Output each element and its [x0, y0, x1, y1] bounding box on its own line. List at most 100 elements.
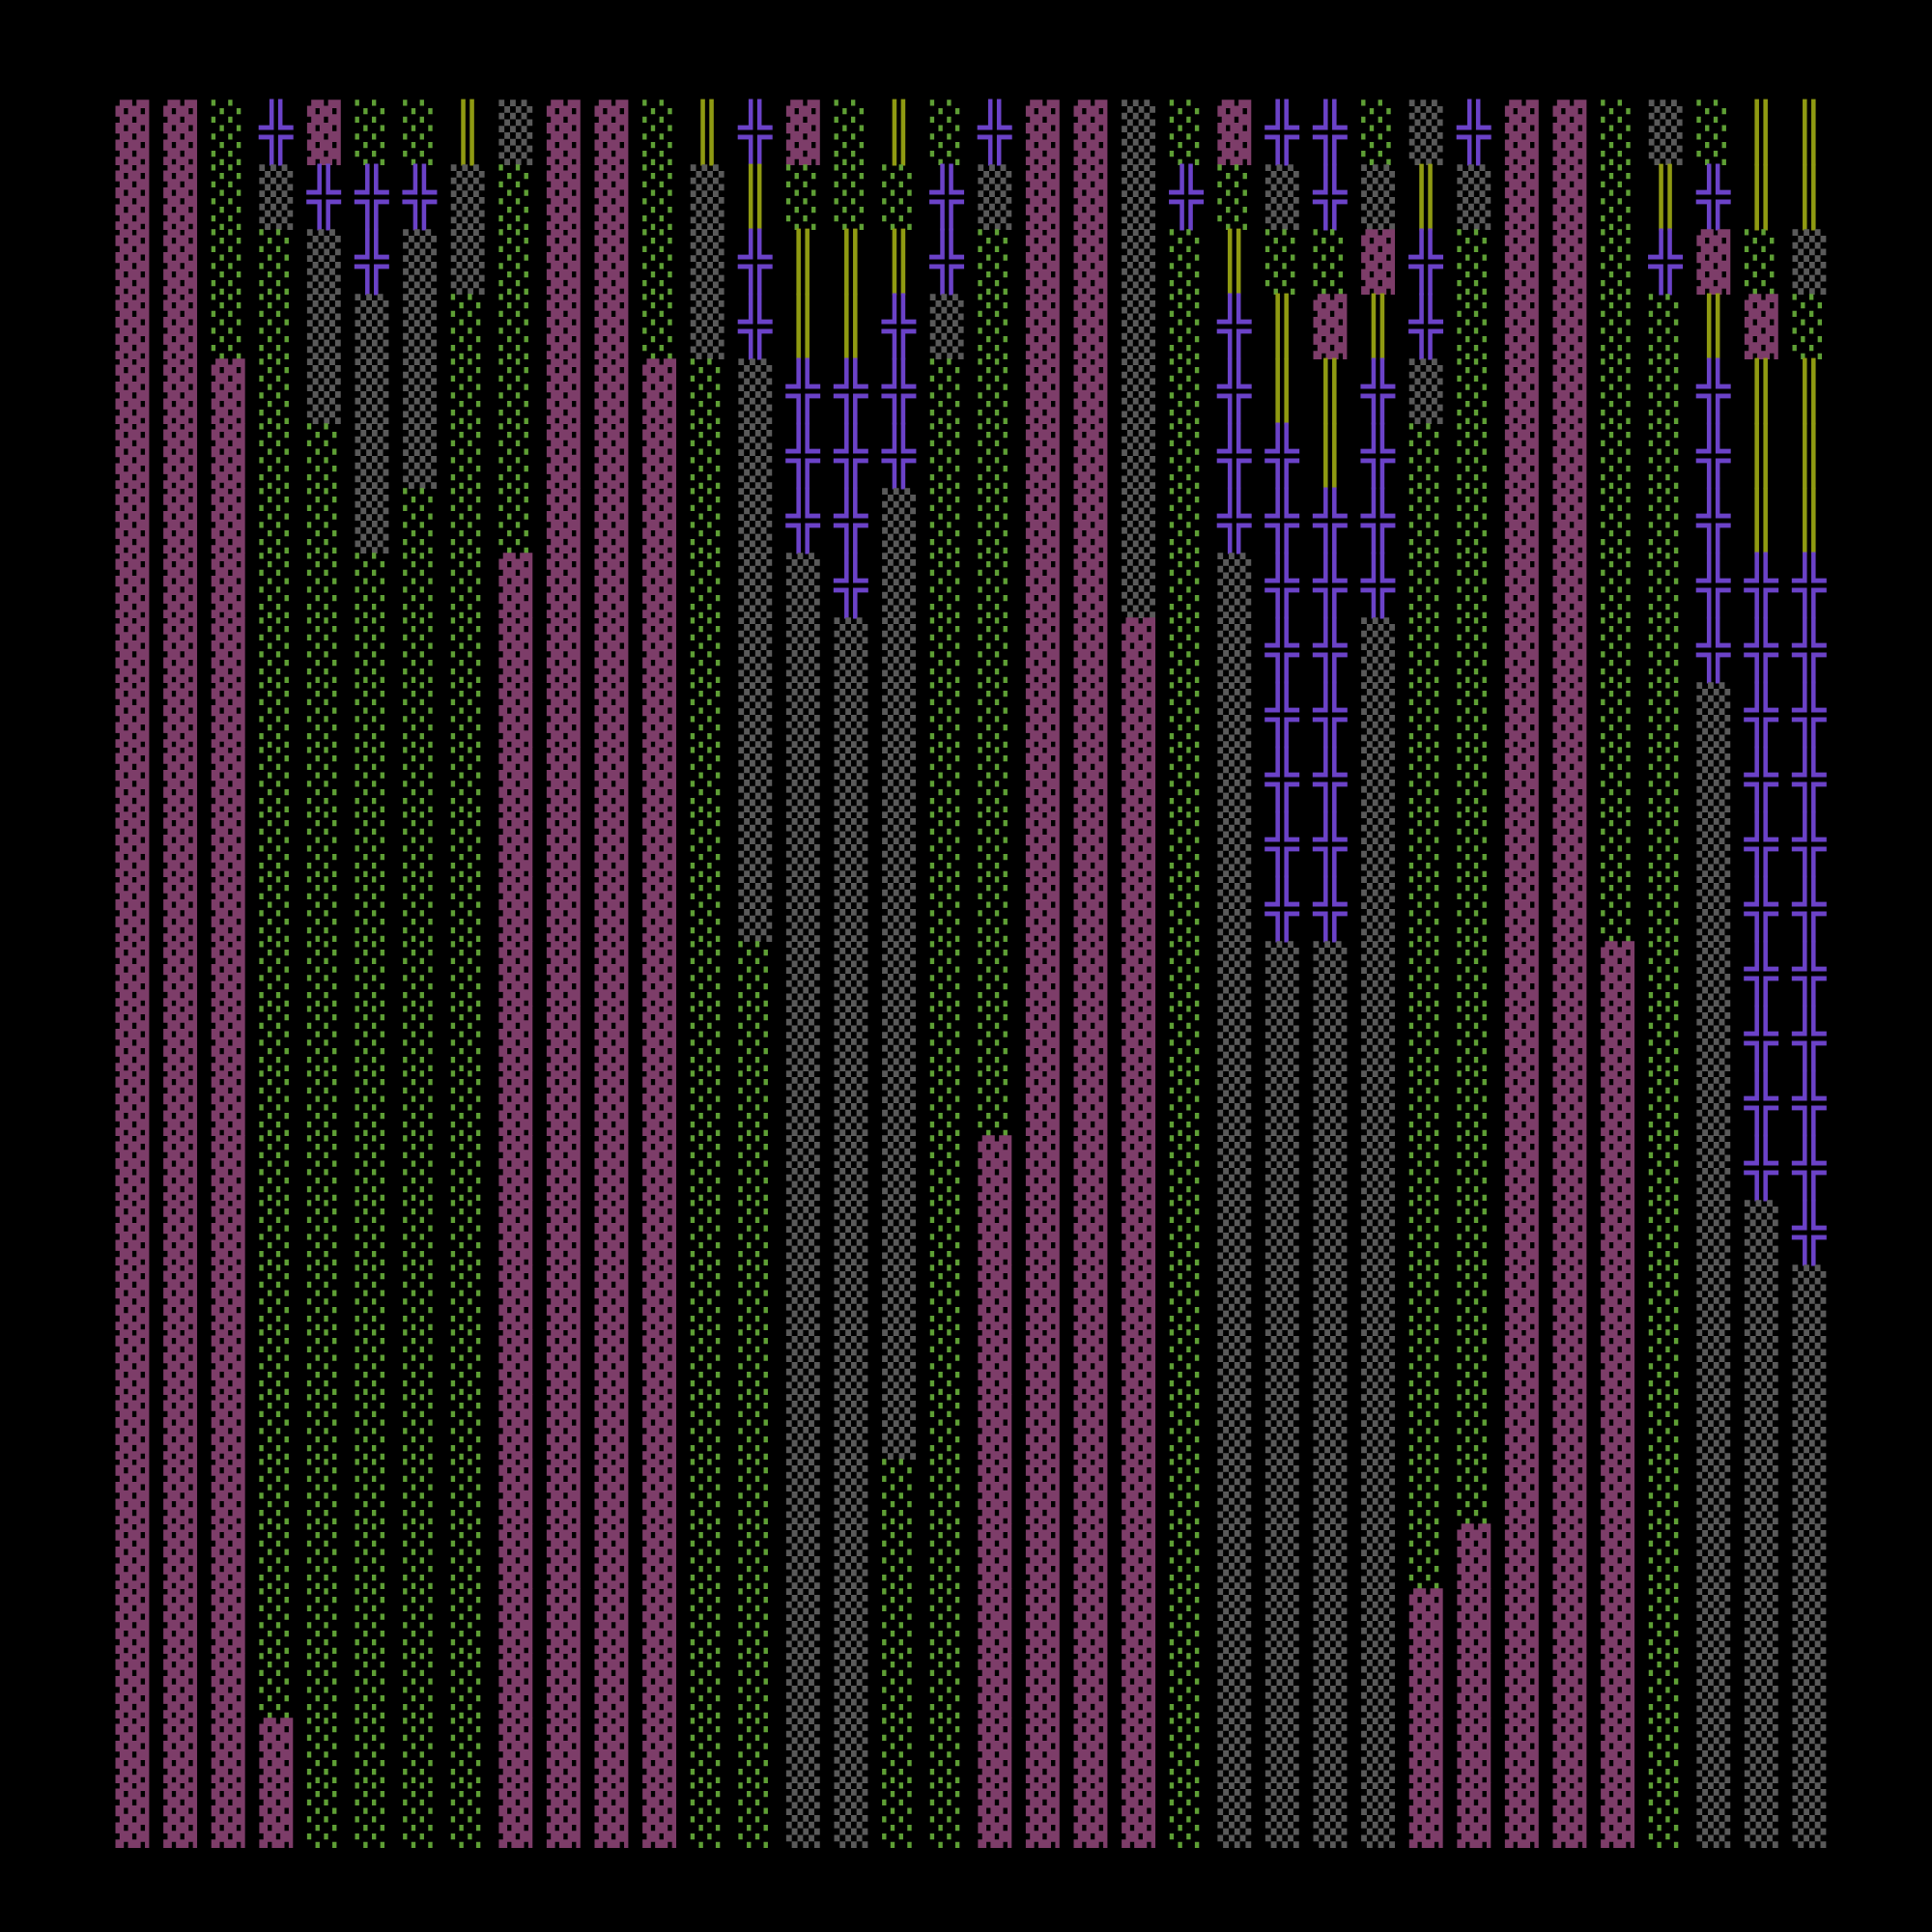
cell-glyph: ▓: [211, 1394, 245, 1460]
cell-glyph: ▒: [1361, 941, 1396, 1007]
cell-glyph: ▓: [1122, 1782, 1156, 1848]
cell-glyph: ▓: [115, 164, 150, 230]
cell-glyph: ▒: [1264, 1264, 1299, 1330]
cell-glyph: ▓: [1073, 294, 1108, 359]
cell-glyph: ▓: [498, 1718, 533, 1783]
cell-glyph: ░: [450, 811, 485, 877]
cell-glyph: ░: [498, 164, 533, 230]
cell-glyph: ▓: [163, 1264, 198, 1330]
cell-glyph: ▓: [498, 1070, 533, 1136]
cell-glyph: ▓: [1504, 876, 1539, 942]
cell-glyph: ▒: [1313, 1782, 1348, 1848]
cell-glyph: ▒: [1313, 1718, 1348, 1783]
cell-glyph: ▓: [1552, 1394, 1587, 1460]
cell-glyph: ░: [1648, 811, 1683, 877]
cell-glyph: ╬: [1744, 941, 1778, 1007]
cell-glyph: ▓: [211, 488, 245, 554]
cell-glyph: ░: [690, 1135, 724, 1201]
cell-glyph: ░: [259, 294, 294, 359]
cell-glyph: ▓: [1552, 164, 1587, 230]
cell-glyph: ▓: [546, 294, 581, 359]
cell-glyph: ░: [259, 1459, 294, 1524]
cell-glyph: ▓: [1073, 747, 1108, 812]
cell-glyph: ▒: [785, 1718, 820, 1783]
cell-glyph: ░: [1601, 488, 1635, 554]
cell-glyph: ▓: [1552, 682, 1587, 748]
cell-glyph: ▓: [1552, 941, 1587, 1007]
cell-glyph: ▓: [1504, 682, 1539, 748]
cell-glyph: ▒: [882, 747, 917, 812]
cell-glyph: ░: [403, 617, 438, 683]
cell-glyph: ▒: [355, 358, 389, 424]
cell-glyph: ░: [355, 682, 389, 748]
cell-glyph: ░: [259, 423, 294, 489]
cell-glyph: ▒: [738, 553, 773, 618]
cell-glyph: ▒: [1122, 423, 1156, 489]
cell-glyph: ░: [1601, 811, 1635, 877]
cell-glyph: ▓: [1122, 1200, 1156, 1265]
cell-glyph: ▒: [306, 229, 341, 295]
cell-glyph: ░: [1648, 1394, 1683, 1460]
cell-glyph: ░: [1648, 682, 1683, 748]
cell-glyph: ▓: [163, 1782, 198, 1848]
cell-glyph: ░: [1169, 229, 1204, 295]
cell-glyph: ░: [1408, 617, 1443, 683]
cell-glyph: ▒: [1361, 1523, 1396, 1589]
cell-glyph: ▓: [498, 1006, 533, 1071]
cell-glyph: ░: [355, 1329, 389, 1395]
cell-glyph: ░: [978, 811, 1012, 877]
cell-glyph: ░: [1648, 1523, 1683, 1589]
cell-glyph: ▒: [1744, 1459, 1778, 1524]
cell-glyph: ░: [1648, 747, 1683, 812]
cell-glyph: ▒: [785, 617, 820, 683]
cell-glyph: ▒: [1313, 1135, 1348, 1201]
cell-glyph: ╬: [1217, 358, 1252, 424]
cell-glyph: ░: [498, 294, 533, 359]
cell-glyph: ▒: [834, 1718, 868, 1783]
cell-glyph: ░: [1457, 876, 1492, 942]
cell-glyph: ▓: [498, 1135, 533, 1201]
cell-glyph: ▒: [738, 811, 773, 877]
cell-glyph: ╬: [1792, 747, 1827, 812]
cell-glyph: ░: [738, 1394, 773, 1460]
cell-glyph: ▓: [1552, 876, 1587, 942]
cell-glyph: ░: [355, 1135, 389, 1201]
cell-glyph: ║: [1792, 488, 1827, 554]
cell-glyph: ▓: [115, 488, 150, 554]
cell-glyph: ║: [1361, 294, 1396, 359]
cell-glyph: ▓: [1504, 617, 1539, 683]
cell-glyph: ▓: [1073, 941, 1108, 1007]
cell-glyph: ▒: [1264, 1135, 1299, 1201]
cell-glyph: ▓: [163, 941, 198, 1007]
cell-glyph: ╬: [785, 358, 820, 424]
cell-glyph: ░: [1169, 1394, 1204, 1460]
cell-glyph: ░: [834, 164, 868, 230]
cell-glyph: ▓: [785, 99, 820, 165]
cell-glyph: ▓: [211, 1135, 245, 1201]
cell-glyph: ░: [1457, 682, 1492, 748]
cell-glyph: ░: [882, 1523, 917, 1589]
cell-glyph: ╬: [1792, 1070, 1827, 1136]
cell-glyph: ▒: [1264, 1070, 1299, 1136]
cell-glyph: ▓: [163, 229, 198, 295]
cell-glyph: ║: [1744, 488, 1778, 554]
cell-glyph: ▒: [785, 941, 820, 1007]
cell-glyph: ▓: [211, 682, 245, 748]
cell-glyph: ▓: [1601, 1135, 1635, 1201]
cell-glyph: ▓: [978, 1394, 1012, 1460]
cell-glyph: ░: [498, 358, 533, 424]
cell-glyph: ▓: [115, 1070, 150, 1136]
cell-glyph: ║: [1744, 164, 1778, 230]
cell-glyph: ▓: [546, 876, 581, 942]
cell-glyph: ▓: [1073, 811, 1108, 877]
cell-glyph: ░: [1169, 876, 1204, 942]
cell-glyph: ▓: [546, 811, 581, 877]
cell-glyph: ▓: [546, 99, 581, 165]
cell-glyph: ▓: [1504, 1653, 1539, 1719]
cell-glyph: ▒: [1792, 229, 1827, 295]
cell-glyph: ░: [450, 553, 485, 618]
cell-glyph: ║: [1313, 358, 1348, 424]
cell-glyph: ░: [306, 747, 341, 812]
cell-glyph: ▓: [1025, 1135, 1060, 1201]
cell-glyph: ▒: [785, 747, 820, 812]
